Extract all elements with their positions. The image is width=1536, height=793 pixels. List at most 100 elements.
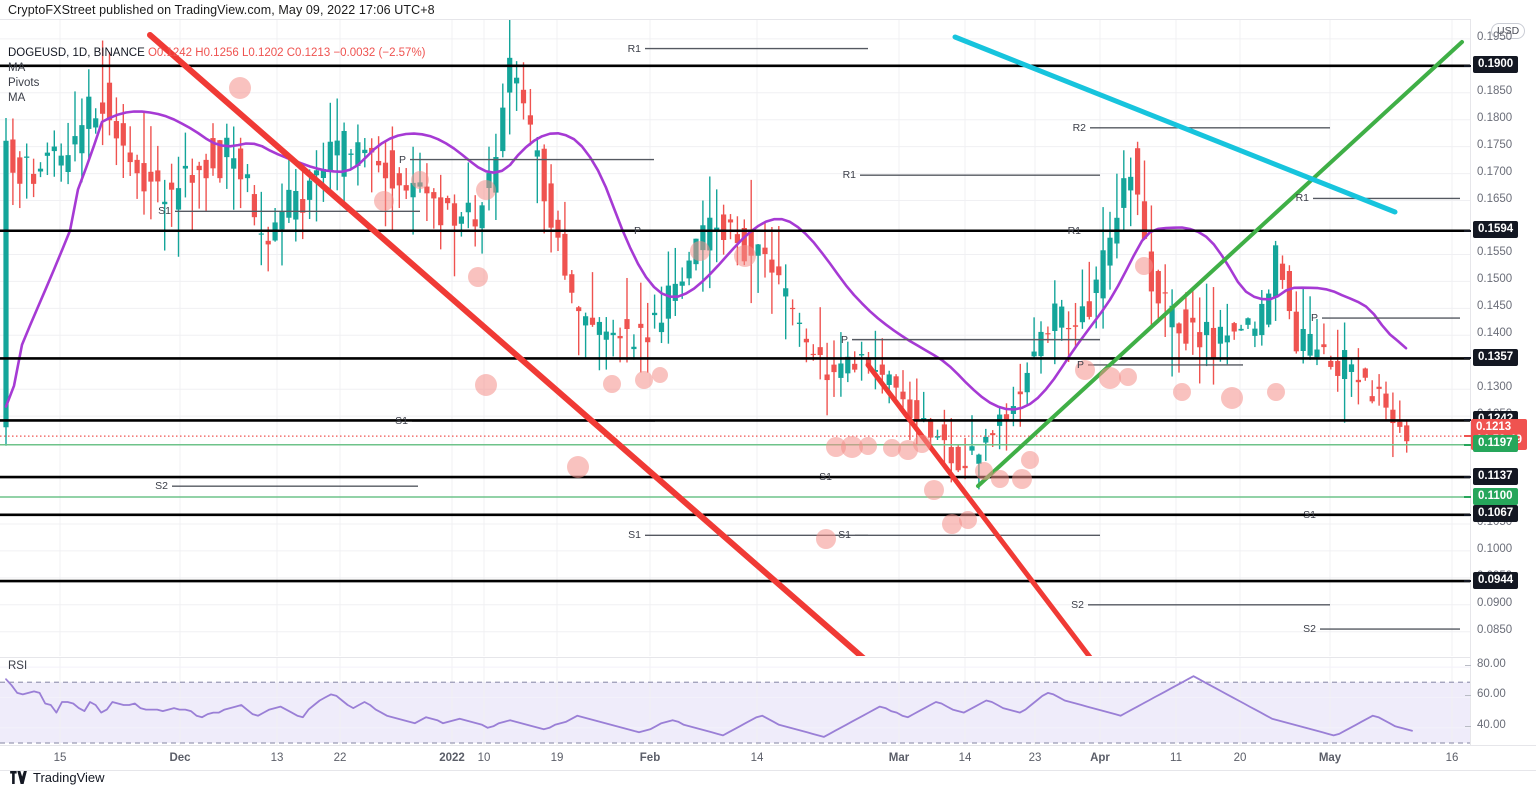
legend-ma-1: MA: [8, 62, 26, 74]
candle-body: [1052, 303, 1058, 332]
candle-body: [65, 155, 71, 173]
pivot-label-s2: S2: [1071, 598, 1084, 611]
pink-circle-marker: [1173, 383, 1191, 401]
time-tick: 22: [333, 752, 347, 764]
candle-body: [196, 165, 202, 171]
candle-body: [1328, 360, 1334, 367]
time-tick: Feb: [639, 752, 661, 764]
price-tick: 0.1500: [1477, 273, 1513, 286]
candle-body: [1383, 393, 1389, 408]
candle-body: [934, 436, 941, 438]
legend-open: O0.1242: [147, 47, 193, 59]
tradingview-logo[interactable]: TradingView: [10, 770, 105, 785]
pivot-label-s1: S1: [395, 415, 408, 427]
chart-legend: DOGEUSD, 1D, BINANCE O0.1242 H0.1256 L0.…: [8, 46, 426, 106]
candle-body: [941, 424, 947, 441]
candle-body: [279, 211, 285, 230]
candle-body: [1059, 306, 1065, 328]
pivot-label-s2: S2: [155, 480, 168, 493]
pivot-label-p: P: [840, 333, 848, 346]
price-badge-value: 0.1067: [1478, 507, 1514, 520]
price-badge-black[interactable]: 0.1357: [1473, 348, 1519, 366]
candle-body: [493, 157, 499, 193]
pivot-label-r1: R1: [627, 42, 641, 55]
candle-body: [431, 192, 437, 199]
candle-body: [1245, 318, 1251, 325]
candle-body: [1266, 293, 1272, 325]
candle-body: [1107, 237, 1113, 266]
price-plot: [0, 20, 1470, 656]
candle-body: [1404, 425, 1410, 442]
candle-body: [886, 374, 892, 385]
time-tick: 20: [1233, 752, 1247, 764]
price-badge-black[interactable]: 0.1594: [1473, 221, 1519, 239]
pink-circle-marker: [1221, 387, 1243, 409]
price-badge-black[interactable]: 0.1137: [1473, 467, 1518, 485]
candle-body: [727, 219, 734, 223]
candle-body: [1128, 176, 1134, 191]
candle-body: [790, 307, 796, 310]
price-badge-value: 0.1594: [1478, 223, 1514, 236]
candle-body: [403, 185, 409, 191]
descending-red-2: [865, 362, 1093, 656]
candle-body: [893, 376, 899, 388]
price-badge-value: 0.1197: [1478, 437, 1513, 450]
price-badge-green[interactable]: 0.1100: [1473, 487, 1518, 505]
badge-stub: [1464, 435, 1471, 438]
candle-body: [617, 335, 623, 339]
candle-body: [852, 363, 858, 370]
pivot-label-r1: R1: [1067, 224, 1081, 237]
pink-circle-marker: [567, 456, 589, 478]
candle-body: [928, 419, 934, 438]
candle-body: [169, 182, 175, 190]
candle-body: [741, 228, 747, 262]
time-tick: 14: [958, 752, 972, 764]
time-tick: Apr: [1090, 752, 1110, 764]
rsi-tickmark: [1465, 665, 1471, 667]
price-badge-black[interactable]: 0.1900: [1473, 56, 1519, 74]
candle-body: [1017, 391, 1023, 395]
price-pane[interactable]: R1 P S1 S2 R1 P S1 S1 R2 R1 P S1 S1 R1 P P S1 S2 S2: [0, 20, 1470, 656]
rsi-tick: 80.00: [1477, 658, 1506, 671]
candle-body: [100, 102, 106, 114]
pink-circle-marker: [411, 171, 429, 189]
price-badge-black[interactable]: 0.1067: [1473, 505, 1519, 523]
price-axis[interactable]: USD 0.1950 0.1850 0.1800 0.1750 0.1700 0.1650…: [1464, 19, 1536, 745]
price-badge-green[interactable]: 0.1197: [1473, 435, 1518, 453]
candle-body: [244, 174, 251, 179]
pink-circle-marker: [690, 241, 710, 261]
price-badge-black[interactable]: 0.0944: [1473, 571, 1519, 589]
pivot-label-s1: S1: [838, 529, 851, 542]
candle-body: [1376, 386, 1382, 389]
time-tick: Dec: [169, 752, 191, 764]
rsi-pane[interactable]: RSI: [0, 657, 1470, 746]
candle-body: [541, 148, 547, 202]
candle-body: [1314, 349, 1320, 358]
price-tick: 0.1650: [1477, 192, 1513, 205]
candle-body: [783, 288, 789, 297]
time-tick: 10: [477, 752, 491, 764]
candle-body: [714, 227, 720, 230]
candle-body: [658, 322, 665, 333]
candle-body: [141, 163, 147, 192]
moving-average-line: [4, 110, 1408, 411]
candle-body: [113, 121, 119, 139]
time-axis[interactable]: 15 Dec 13 22 2022 10 19 Feb 14 Mar 14 23 Apr 11 20 May 1…: [0, 745, 1536, 771]
candle-body: [1045, 333, 1051, 335]
candle-body: [865, 358, 872, 365]
pivot-label-s1: S1: [628, 529, 641, 542]
time-tick: 15: [53, 752, 67, 764]
candle-body: [555, 219, 561, 238]
price-tick: 0.1400: [1477, 327, 1513, 340]
price-badge-value: 0.0944: [1478, 573, 1514, 586]
candle-body: [962, 465, 968, 469]
candle-body: [1190, 317, 1196, 323]
badge-stub: [1464, 580, 1471, 583]
pink-circle-marker: [959, 511, 977, 529]
pink-circle-marker: [1099, 367, 1121, 389]
candle-body: [1273, 245, 1279, 298]
candle-body: [679, 281, 685, 286]
candle-body: [817, 347, 823, 356]
price-tick: 0.1800: [1477, 111, 1513, 124]
candle-body: [175, 188, 182, 210]
